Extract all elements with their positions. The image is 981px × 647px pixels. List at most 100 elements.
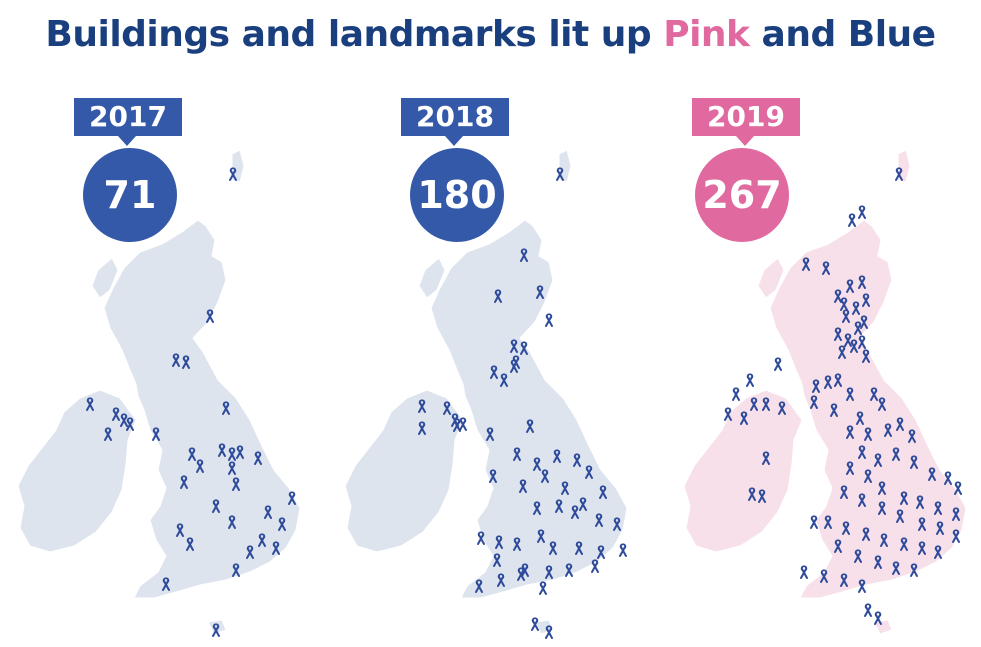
awareness-ribbon-icon — [908, 429, 916, 443]
awareness-ribbon-icon — [854, 549, 862, 563]
awareness-ribbon-icon — [490, 365, 498, 379]
awareness-ribbon-icon — [228, 461, 236, 475]
awareness-ribbon-icon — [517, 567, 525, 581]
awareness-ribbon-icon — [497, 573, 505, 587]
awareness-ribbon-icon — [288, 491, 296, 505]
awareness-ribbon-icon — [896, 509, 904, 523]
awareness-ribbon-icon — [104, 427, 112, 441]
awareness-ribbon-icon — [878, 501, 886, 515]
awareness-ribbon-icon — [750, 397, 758, 411]
awareness-ribbon-icon — [541, 469, 549, 483]
awareness-ribbon-icon — [830, 403, 838, 417]
awareness-ribbon-icon — [810, 395, 818, 409]
awareness-ribbon-icon — [521, 563, 529, 577]
awareness-ribbon-icon — [533, 457, 541, 471]
awareness-ribbon-icon — [218, 443, 226, 457]
awareness-ribbon-icon — [495, 535, 503, 549]
awareness-ribbon-icon — [556, 167, 564, 181]
awareness-ribbon-icon — [918, 517, 926, 531]
awareness-ribbon-icon — [573, 453, 581, 467]
awareness-ribbon-icon — [196, 459, 204, 473]
awareness-ribbon-icon — [916, 495, 924, 509]
awareness-ribbon-icon — [834, 373, 842, 387]
western-isles-shape — [418, 257, 446, 299]
awareness-ribbon-icon — [862, 349, 870, 363]
awareness-ribbon-icon — [152, 427, 160, 441]
awareness-ribbon-icon — [172, 353, 180, 367]
awareness-ribbon-icon — [222, 401, 230, 415]
awareness-ribbon-icon — [892, 447, 900, 461]
awareness-ribbon-icon — [820, 569, 828, 583]
uk-map-2019 — [683, 149, 967, 635]
awareness-ribbon-icon — [774, 357, 782, 371]
year-label: 2017 — [74, 98, 182, 136]
awareness-ribbon-icon — [848, 213, 856, 227]
page-title: Buildings and landmarks lit up Pink and … — [0, 14, 981, 55]
landmass — [17, 149, 301, 637]
title-part2: and Blue — [749, 14, 937, 55]
awareness-ribbon-icon — [874, 611, 882, 625]
awareness-ribbon-icon — [840, 485, 848, 499]
awareness-ribbon-icon — [910, 563, 918, 577]
awareness-ribbon-icon — [228, 447, 236, 461]
awareness-ribbon-icon — [732, 387, 740, 401]
awareness-ribbon-icon — [834, 289, 842, 303]
awareness-ribbon-icon — [493, 553, 501, 567]
awareness-ribbon-icon — [840, 297, 848, 311]
awareness-ribbon-icon — [880, 533, 888, 547]
western-isles-shape — [91, 257, 119, 299]
awareness-ribbon-icon — [531, 617, 539, 631]
awareness-ribbon-icon — [844, 333, 852, 347]
awareness-ribbon-icon — [519, 479, 527, 493]
awareness-ribbon-icon — [510, 339, 518, 353]
awareness-ribbon-icon — [864, 427, 872, 441]
awareness-ribbon-icon — [619, 543, 627, 557]
title-pink-word: Pink — [663, 14, 750, 55]
awareness-ribbon-icon — [878, 481, 886, 495]
ireland-shape — [683, 389, 803, 553]
awareness-ribbon-icon — [864, 469, 872, 483]
year-label-pointer — [118, 136, 136, 146]
awareness-ribbon-icon — [579, 497, 587, 511]
awareness-ribbon-icon — [896, 417, 904, 431]
awareness-ribbon-icon — [858, 445, 866, 459]
landmass — [344, 149, 628, 639]
awareness-ribbon-icon — [952, 529, 960, 543]
awareness-ribbon-icon — [571, 505, 579, 519]
awareness-ribbon-icon — [762, 451, 770, 465]
awareness-ribbon-icon — [858, 205, 866, 219]
awareness-ribbon-icon — [486, 427, 494, 441]
awareness-ribbon-icon — [846, 461, 854, 475]
awareness-ribbon-icon — [162, 577, 170, 591]
awareness-ribbon-icon — [874, 453, 882, 467]
awareness-ribbon-icon — [892, 561, 900, 575]
awareness-ribbon-icon — [856, 411, 864, 425]
awareness-ribbon-icon — [900, 491, 908, 505]
awareness-ribbon-icon — [254, 451, 262, 465]
awareness-ribbon-icon — [591, 559, 599, 573]
year-label-pointer — [445, 136, 463, 146]
awareness-ribbon-icon — [842, 309, 850, 323]
awareness-ribbon-icon — [810, 515, 818, 529]
awareness-ribbon-icon — [870, 387, 878, 401]
awareness-ribbon-icon — [545, 625, 553, 639]
awareness-ribbon-icon — [188, 447, 196, 461]
awareness-ribbon-icon — [258, 533, 266, 547]
awareness-ribbon-icon — [489, 469, 497, 483]
awareness-ribbon-icon — [824, 375, 832, 389]
great-britain-shape — [430, 219, 628, 599]
awareness-ribbon-icon — [585, 465, 593, 479]
awareness-ribbon-icon — [533, 501, 541, 515]
awareness-ribbon-icon — [272, 541, 280, 555]
year-label: 2018 — [401, 98, 509, 136]
awareness-ribbon-icon — [850, 339, 858, 353]
western-isles-shape — [757, 257, 785, 299]
awareness-ribbon-icon — [246, 545, 254, 559]
map-panel-2019: 2019 267 — [654, 0, 981, 647]
awareness-ribbon-icon — [477, 531, 485, 545]
ireland-shape — [17, 389, 137, 553]
awareness-ribbon-icon — [884, 423, 892, 437]
awareness-ribbon-icon — [746, 373, 754, 387]
awareness-ribbon-icon — [860, 315, 868, 329]
awareness-ribbon-icon — [838, 345, 846, 359]
